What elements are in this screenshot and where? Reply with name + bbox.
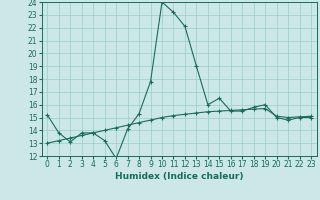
X-axis label: Humidex (Indice chaleur): Humidex (Indice chaleur): [115, 172, 244, 181]
